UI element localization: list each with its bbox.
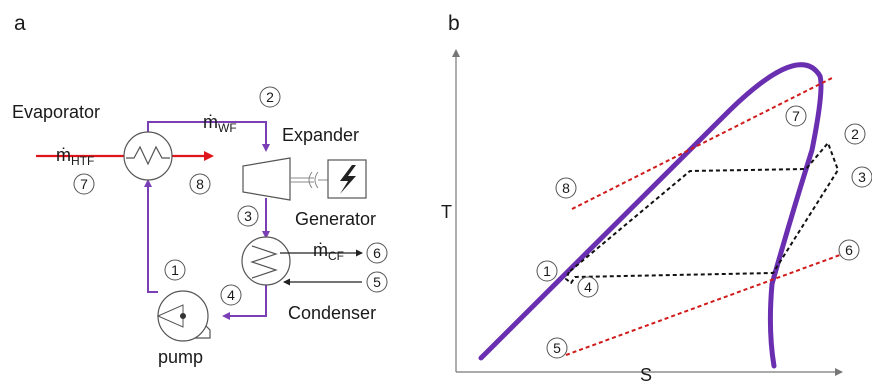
m-cf-label: ṁCF	[313, 240, 344, 263]
svg-text:1: 1	[543, 263, 551, 279]
m-htf-base: ṁ	[56, 145, 71, 165]
svg-text:7: 7	[792, 108, 800, 124]
heat-sink-line	[565, 254, 841, 356]
condenser-circle	[241, 236, 291, 286]
ts-state-1: 1	[536, 260, 558, 282]
state-marker-7: 7	[73, 173, 95, 195]
expander-turbine-icon	[242, 157, 291, 201]
svg-text:3: 3	[858, 169, 866, 185]
lightning-bolt-icon	[340, 165, 356, 194]
svg-text:7: 7	[80, 176, 88, 192]
m-cf-base: ṁ	[313, 240, 328, 260]
shaft-coupling-icon	[308, 171, 313, 189]
x-axis-label: S	[640, 365, 652, 383]
svg-text:6: 6	[373, 245, 381, 261]
ts-state-4: 4	[577, 276, 599, 298]
pump	[156, 290, 211, 342]
expander-label: Expander	[282, 125, 359, 145]
ts-state-2: 2	[844, 123, 866, 145]
m-wf-sub: WF	[218, 121, 237, 135]
m-cf-sub: CF	[328, 249, 344, 263]
pump-hub-icon	[180, 313, 186, 319]
m-wf-base: ṁ	[203, 112, 218, 132]
evaporator	[123, 131, 173, 181]
state-marker-6: 6	[366, 242, 388, 264]
svg-text:3: 3	[244, 208, 252, 224]
y-axis-label: T	[441, 202, 452, 222]
condenser-to-pump-line	[222, 285, 267, 320]
svg-text:1: 1	[171, 262, 179, 278]
svg-text:5: 5	[373, 274, 381, 290]
generator-label: Generator	[295, 209, 376, 229]
m-htf-label: ṁHTF	[56, 145, 94, 168]
evaporator-to-expander-line	[147, 121, 270, 152]
svg-text:4: 4	[227, 287, 235, 303]
svg-text:2: 2	[851, 126, 859, 142]
svg-text:5: 5	[553, 340, 561, 356]
schematic-state-markers: 2 7 8 3 1 6 5 4	[73, 86, 388, 306]
heat-source-line	[571, 77, 833, 210]
pump-label: pump	[158, 347, 203, 367]
condenser	[241, 236, 291, 286]
m-wf-label: ṁWF	[203, 112, 237, 135]
evaporator-zigzag-icon	[126, 145, 170, 166]
state-marker-5: 5	[366, 271, 388, 293]
condenser-label: Condenser	[288, 303, 376, 323]
orc-cycle	[565, 142, 839, 284]
svg-text:2: 2	[266, 89, 274, 105]
ts-state-7: 7	[785, 105, 807, 127]
state-marker-1: 1	[164, 259, 186, 281]
expander	[242, 157, 328, 201]
evaporator-circle	[123, 131, 173, 181]
state-marker-2: 2	[259, 86, 281, 108]
svg-text:4: 4	[584, 279, 592, 295]
ts-state-3: 3	[851, 166, 872, 188]
panel-b-label: b	[448, 12, 460, 35]
ts-state-8: 8	[555, 177, 577, 199]
ts-state-5: 5	[546, 337, 568, 359]
m-htf-sub: HTF	[71, 154, 94, 168]
pump-to-evaporator-line	[144, 179, 158, 293]
evaporator-label: Evaporator	[12, 102, 100, 122]
state-marker-8: 8	[189, 173, 211, 195]
state-marker-3: 3	[237, 205, 259, 227]
svg-text:8: 8	[196, 176, 204, 192]
generator	[327, 159, 367, 199]
ts-state-6: 6	[838, 239, 860, 261]
saturation-dome	[478, 62, 824, 369]
svg-text:6: 6	[845, 242, 853, 258]
condenser-coil-icon	[250, 245, 278, 279]
svg-text:8: 8	[562, 180, 570, 196]
panel-a-label: a	[14, 12, 26, 35]
ts-state-markers: 7 2 3 8 6 1 4 5	[536, 105, 872, 359]
working-fluid-loop	[144, 121, 270, 320]
state-marker-4: 4	[220, 284, 242, 306]
